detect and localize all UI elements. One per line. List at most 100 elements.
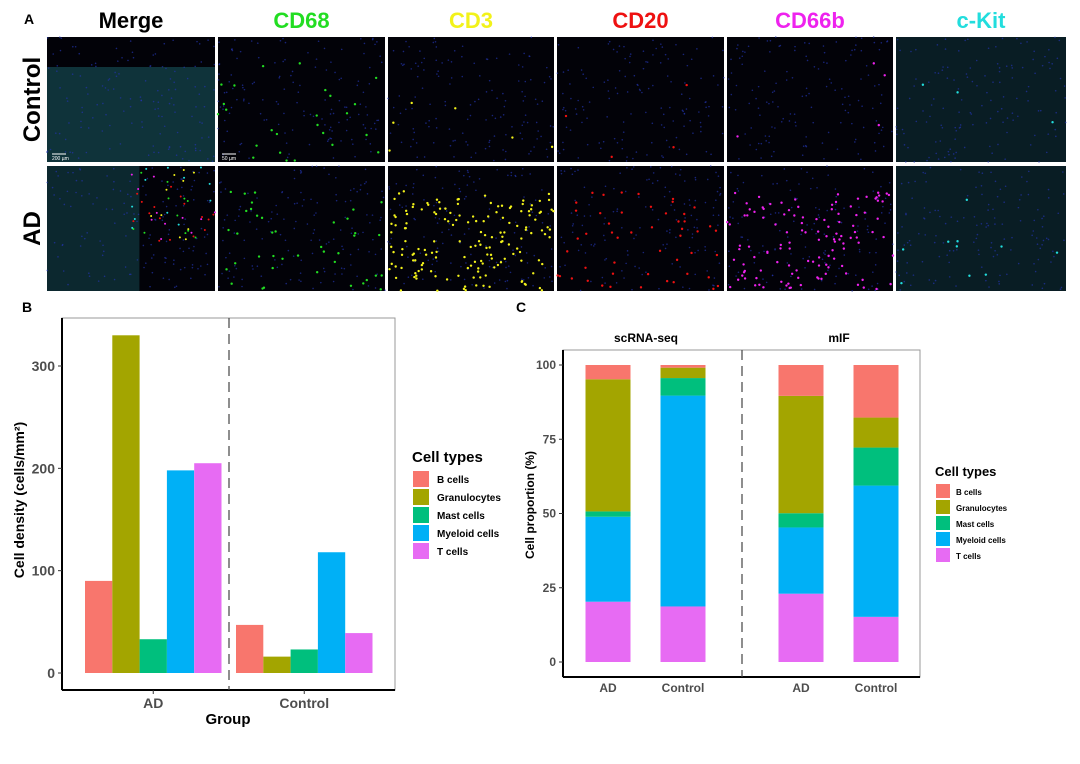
dapi-nucleus [662, 156, 664, 159]
dapi-nucleus [591, 196, 593, 198]
dapi-nucleus [368, 82, 371, 85]
dapi-nucleus [248, 157, 250, 159]
dapi-nucleus [129, 98, 132, 100]
dapi-nucleus [47, 67, 50, 69]
dapi-nucleus [774, 127, 776, 129]
marker-positive-cell [493, 266, 496, 269]
marker-positive-cell [835, 232, 838, 235]
dapi-nucleus [350, 232, 353, 235]
dapi-nucleus [590, 280, 592, 283]
marker-positive-cell [825, 235, 828, 238]
dapi-nucleus [560, 172, 563, 175]
dapi-nucleus [908, 97, 911, 100]
dapi-nucleus [843, 207, 845, 209]
dapi-nucleus [1047, 197, 1050, 199]
panel-a-microscopy: A Merge CD68 CD3 CD20 CD66b c-KitControlAD200 … [19, 8, 1067, 292]
dapi-nucleus [118, 73, 120, 75]
dapi-nucleus [162, 200, 164, 203]
dapi-nucleus [1060, 286, 1063, 289]
dapi-nucleus [346, 118, 349, 121]
dapi-nucleus [423, 57, 426, 60]
dapi-nucleus [81, 106, 83, 109]
dapi-nucleus [1064, 121, 1067, 124]
dapi-nucleus [373, 122, 376, 125]
dapi-nucleus [1047, 238, 1050, 241]
marker-positive-cell [479, 243, 482, 246]
dapi-nucleus [682, 110, 684, 113]
dapi-nucleus [206, 263, 209, 266]
marker-positive-cell [743, 277, 747, 280]
dapi-nucleus [645, 271, 647, 274]
dapi-nucleus [816, 187, 818, 189]
dapi-nucleus [327, 138, 330, 141]
dapi-nucleus [648, 178, 650, 181]
dapi-nucleus [211, 160, 214, 163]
dapi-nucleus [421, 87, 424, 89]
dapi-nucleus [151, 271, 154, 274]
dapi-nucleus [137, 213, 140, 216]
dapi-nucleus [996, 195, 999, 198]
marker-positive-cell [547, 192, 551, 196]
dapi-nucleus [415, 142, 418, 144]
micrograph-background [388, 166, 554, 291]
marker-positive-cell [166, 211, 169, 214]
dapi-nucleus [722, 49, 724, 52]
dapi-nucleus [57, 256, 59, 258]
marker-positive-cell [148, 212, 151, 215]
dapi-nucleus [784, 288, 786, 290]
dapi-nucleus [281, 263, 283, 266]
dapi-nucleus [410, 274, 413, 277]
dapi-nucleus [909, 244, 912, 247]
marker-positive-cell [481, 262, 484, 265]
dapi-nucleus [541, 189, 543, 191]
dapi-nucleus [612, 210, 615, 213]
dapi-nucleus [236, 57, 238, 60]
marker-positive-cell [824, 272, 827, 276]
dapi-nucleus [275, 204, 277, 207]
dapi-nucleus [243, 98, 245, 101]
dapi-nucleus [751, 89, 754, 92]
marker-positive-cell [855, 213, 858, 217]
dapi-nucleus [948, 153, 950, 156]
dapi-nucleus [531, 211, 534, 213]
dapi-nucleus [419, 252, 422, 254]
dapi-nucleus [175, 204, 177, 207]
dapi-nucleus [762, 245, 764, 247]
dapi-nucleus [705, 106, 707, 109]
dapi-nucleus [153, 151, 155, 154]
dapi-nucleus [55, 170, 58, 173]
dapi-nucleus [824, 253, 826, 256]
dapi-nucleus [914, 180, 916, 183]
dapi-nucleus [485, 119, 487, 121]
dapi-nucleus [403, 282, 405, 285]
dapi-nucleus [524, 80, 527, 83]
dapi-nucleus [448, 222, 451, 225]
dapi-nucleus [827, 269, 829, 271]
marker-positive-cell [753, 284, 757, 287]
marker-positive-cell [420, 208, 423, 211]
dapi-nucleus [441, 62, 443, 64]
marker-positive-cell [496, 205, 500, 208]
dapi-nucleus [452, 140, 454, 142]
marker-positive-cell [815, 217, 818, 221]
dapi-nucleus [792, 220, 795, 223]
dapi-nucleus [499, 116, 502, 118]
dapi-nucleus [363, 52, 365, 55]
dapi-nucleus [213, 63, 216, 66]
dapi-nucleus [696, 227, 698, 229]
dapi-nucleus [800, 233, 802, 236]
dapi-nucleus [217, 79, 220, 81]
dapi-nucleus [826, 62, 828, 64]
marker-positive-cell [686, 272, 689, 276]
dapi-nucleus [844, 96, 846, 99]
dapi-nucleus [666, 75, 669, 77]
dapi-nucleus [352, 288, 354, 291]
dapi-nucleus [955, 285, 957, 287]
marker-positive-cell [817, 256, 821, 259]
dapi-nucleus [435, 201, 438, 204]
dapi-nucleus [953, 79, 955, 81]
dapi-nucleus [239, 50, 242, 53]
dapi-nucleus [444, 100, 447, 103]
dapi-nucleus [191, 264, 194, 266]
dapi-nucleus [338, 78, 341, 81]
